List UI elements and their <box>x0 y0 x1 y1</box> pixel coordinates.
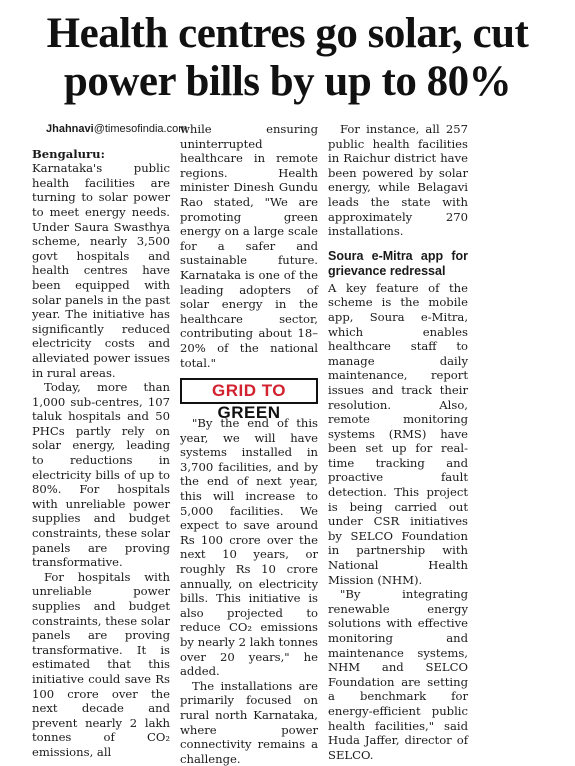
news-article: Health centres go solar, cut power bills… <box>0 10 575 766</box>
dateline: Bengaluru: <box>32 146 105 161</box>
column-1: Jhahnavi@timesofindia.com Bengaluru: Kar… <box>32 122 187 760</box>
paragraph: The installations are primarily focused … <box>180 678 318 766</box>
byline-author: Jhahnavi <box>46 123 94 135</box>
paragraph: "By integrating renewable energy solutio… <box>328 587 468 762</box>
paragraph-text: Karnataka's public health facilities are… <box>32 161 170 380</box>
column-2: while ensuring uninterrupted healthcare … <box>180 122 318 766</box>
paragraph: A key feature of the scheme is the mobil… <box>328 280 468 587</box>
paragraph: For instance, all 257 public health faci… <box>328 122 468 239</box>
paragraph: For hospitals with unreliable power supp… <box>32 569 170 759</box>
headline: Health centres go solar, cut power bills… <box>0 10 575 106</box>
paragraph: Today, more than 1,000 sub-centres, 107 … <box>32 380 170 570</box>
headline-line-2: power bills by up to 80% <box>63 58 512 105</box>
paragraph: "By the end of this year, we will have s… <box>180 416 318 679</box>
headline-line-1: Health centres go solar, cut <box>46 10 529 57</box>
banner-text-part-1: GRID TO <box>211 381 287 401</box>
banner-text-part-2: GREEN <box>217 403 281 423</box>
byline: Jhahnavi@timesofindia.com <box>46 122 187 137</box>
paragraph: while ensuring uninterrupted healthcare … <box>180 122 318 370</box>
subheading: Soura e-Mitra app for grievance redressa… <box>328 248 468 278</box>
section-banner: GRID TO GREEN <box>180 378 318 422</box>
column-3: For instance, all 257 public health faci… <box>328 122 468 762</box>
byline-email: @timesofindia.com <box>93 123 188 135</box>
paragraph: Bengaluru: Karnataka's public health fac… <box>32 147 170 381</box>
